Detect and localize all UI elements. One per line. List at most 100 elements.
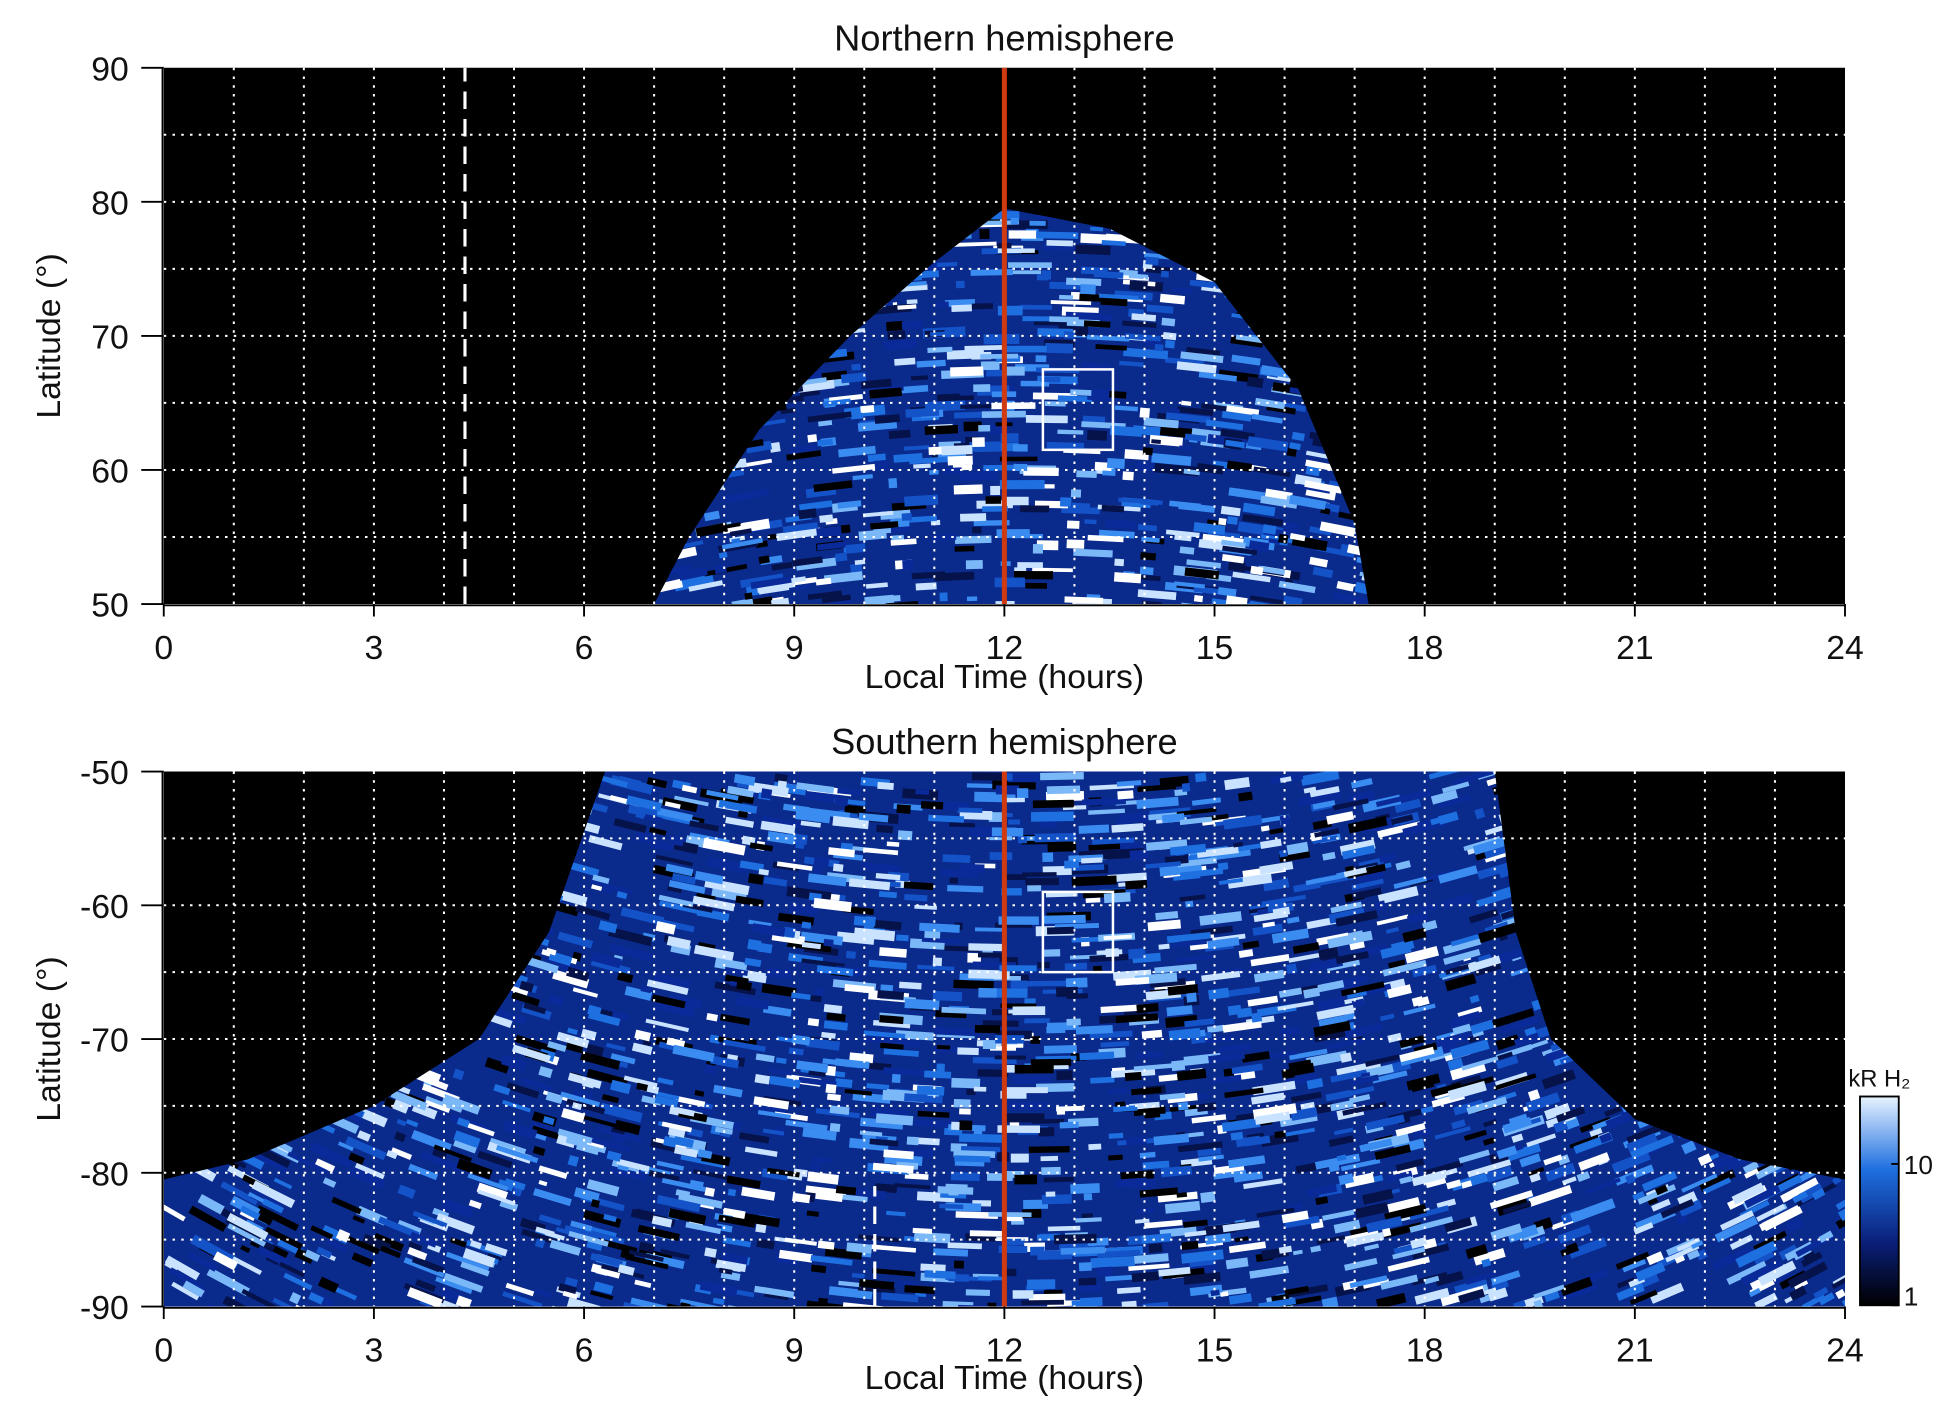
emission-streak <box>1024 1018 1050 1023</box>
emission-streak <box>1060 497 1072 507</box>
x-axis-label: Local Time (hours) <box>865 658 1144 696</box>
emission-streak <box>998 306 1023 316</box>
emission-streak <box>941 445 972 455</box>
y-tick-label: 70 <box>91 318 129 356</box>
emission-streak <box>1210 1290 1219 1297</box>
emission-streak <box>990 852 1013 860</box>
emission-streak <box>972 303 993 309</box>
emission-streak <box>1081 363 1111 373</box>
emission-streak <box>951 1122 960 1130</box>
emission-streak <box>1145 256 1158 265</box>
emission-streak <box>921 801 943 810</box>
emission-streak <box>1023 467 1058 476</box>
x-tick-label: 24 <box>1826 629 1864 667</box>
emission-streak <box>959 1108 971 1114</box>
emission-streak <box>1046 1191 1056 1196</box>
emission-streak <box>959 1120 972 1130</box>
emission-streak <box>1163 332 1177 340</box>
emission-streak <box>955 546 975 552</box>
emission-streak <box>966 560 983 569</box>
emission-streak <box>1071 489 1081 497</box>
emission-streak <box>855 560 866 565</box>
emission-streak <box>1122 471 1133 480</box>
emission-streak <box>1116 819 1131 825</box>
emission-streak <box>1109 1133 1124 1139</box>
emission-streak <box>1026 415 1068 423</box>
emission-streak <box>1037 274 1048 280</box>
emission-streak <box>975 1025 1000 1033</box>
emission-streak <box>835 553 848 562</box>
emission-streak <box>802 922 812 929</box>
emission-streak <box>1286 963 1297 974</box>
emission-streak <box>960 513 986 521</box>
emission-streak <box>994 988 1028 998</box>
emission-streak <box>954 1261 964 1269</box>
emission-streak <box>1010 980 1027 988</box>
emission-streak <box>1104 892 1131 903</box>
emission-streak <box>1056 1070 1072 1080</box>
emission-streak <box>1840 225 1874 247</box>
x-tick-label: 0 <box>154 629 173 667</box>
emission-streak <box>1165 340 1175 348</box>
emission-streak <box>1038 1127 1054 1136</box>
y-tick-label: 60 <box>91 452 129 490</box>
emission-streak <box>1114 572 1141 583</box>
emission-streak <box>835 798 849 807</box>
emission-streak <box>933 991 963 1002</box>
emission-streak <box>1014 464 1028 471</box>
emission-streak <box>1046 1026 1065 1033</box>
emission-streak <box>905 1040 921 1048</box>
emission-streak <box>992 1009 1011 1015</box>
emission-streak <box>874 460 889 471</box>
emission-streak <box>888 478 897 488</box>
emission-streak <box>1200 1191 1215 1203</box>
emission-streak <box>1108 1155 1123 1161</box>
y-tick-label: 90 <box>91 50 129 88</box>
emission-streak <box>825 1084 836 1094</box>
emission-streak <box>983 1040 996 1049</box>
emission-streak <box>953 980 994 990</box>
emission-streak <box>1044 1177 1075 1183</box>
emission-streak <box>937 394 960 400</box>
emission-streak <box>902 320 923 330</box>
emission-streak <box>1025 878 1059 886</box>
emission-streak <box>1017 562 1043 568</box>
emission-streak <box>1194 595 1203 602</box>
y-axis-label: Latitude (°) <box>30 253 68 418</box>
emission-streak <box>1020 505 1049 512</box>
emission-streak <box>1013 444 1028 451</box>
emission-streak <box>376 1306 418 1328</box>
emission-streak <box>1087 430 1107 441</box>
emission-streak <box>886 321 904 331</box>
emission-streak <box>1020 305 1051 310</box>
y-tick-label: 80 <box>91 184 129 222</box>
emission-streak <box>937 262 958 267</box>
emission-streak <box>907 1136 919 1145</box>
emission-streak <box>985 496 1001 504</box>
emission-streak <box>1093 389 1111 398</box>
emission-streak <box>1251 1012 1262 1022</box>
emission-streak <box>807 434 817 442</box>
emission-streak <box>1140 552 1156 560</box>
emission-streak <box>1079 1262 1092 1271</box>
emission-streak <box>1075 244 1110 255</box>
emission-streak <box>1081 857 1102 863</box>
emission-streak <box>960 864 984 873</box>
emission-streak <box>1044 1045 1077 1054</box>
emission-streak <box>1171 1060 1185 1071</box>
x-tick-label: 21 <box>1616 629 1654 667</box>
emission-streak <box>954 1155 990 1162</box>
emission-streak <box>1015 1065 1054 1074</box>
emission-streak <box>978 952 1002 957</box>
emission-streak <box>1029 221 1045 226</box>
emission-streak <box>1084 519 1096 524</box>
emission-streak <box>1086 898 1101 903</box>
emission-streak <box>1014 1175 1037 1185</box>
emission-streak <box>1012 1075 1051 1084</box>
emission-streak <box>957 1047 979 1055</box>
emission-streak <box>1066 539 1084 548</box>
emission-streak <box>1056 1106 1084 1112</box>
